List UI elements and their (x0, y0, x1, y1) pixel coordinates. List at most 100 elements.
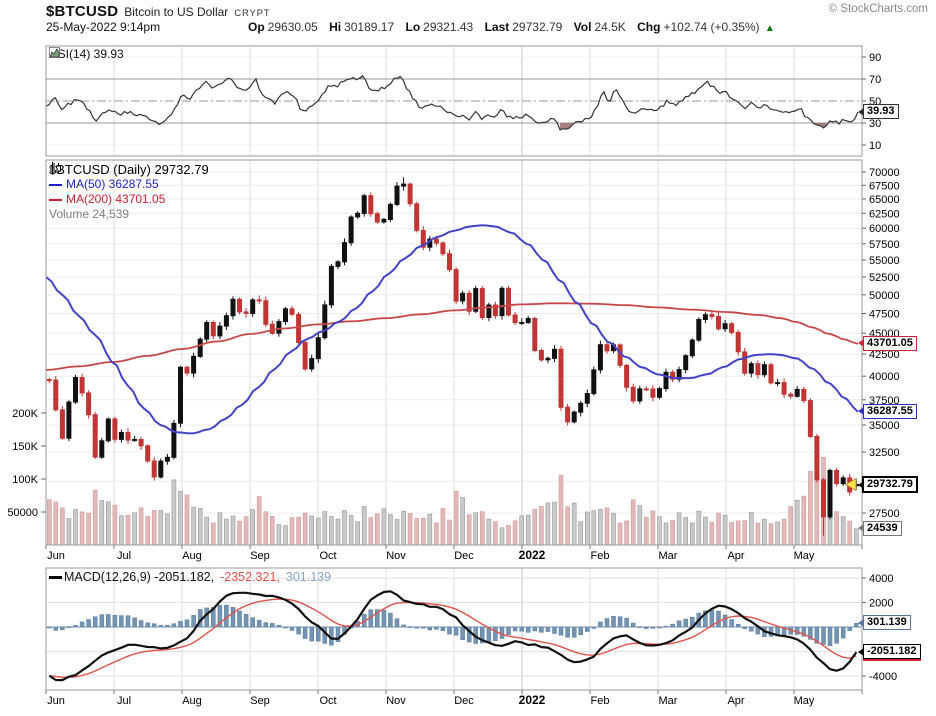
high-value: 30189.17 (344, 20, 395, 34)
macd-histogram-bar (230, 607, 236, 628)
price-tick-label: 55000 (869, 255, 900, 267)
candle-body (643, 388, 649, 391)
macd-tick-label: 4000 (869, 573, 893, 585)
volume-bar (460, 497, 465, 545)
macd-histogram-bar (512, 626, 518, 632)
candle-body (283, 308, 288, 323)
candle-body (460, 292, 466, 302)
badge-pointer-icon (858, 524, 864, 533)
candle-body (374, 213, 380, 223)
volume-tick-label: 100K (12, 474, 38, 486)
volume-bar (755, 522, 761, 545)
month-label-main: Sep (250, 550, 270, 562)
rsi-tick-label: 30 (869, 118, 881, 130)
volume-bar (794, 499, 800, 545)
month-label-main: Jun (47, 550, 65, 562)
macd-histogram-bar (519, 626, 524, 632)
candle-body (197, 338, 203, 357)
candle-body (834, 469, 840, 485)
candle-body (250, 299, 256, 314)
volume-bar (735, 520, 741, 545)
candle-body (722, 323, 728, 330)
candle-body (355, 212, 361, 218)
volume-bar (211, 522, 216, 545)
month-label-macd: Feb (591, 695, 610, 707)
price-tick-label: 65000 (869, 194, 900, 206)
candle-body (342, 242, 347, 263)
macd-legend-label: MACD(12,26,9) -2051.182, (64, 570, 215, 584)
candle-body (138, 439, 144, 447)
macd-series (46, 590, 862, 682)
candle-body (309, 358, 315, 370)
rsi-tick-label: 70 (869, 74, 881, 86)
candle-body (794, 388, 800, 397)
macd-histogram-bar (263, 622, 269, 628)
candle-body (171, 422, 177, 458)
volume-bar (591, 510, 597, 545)
badge-pointer-icon (858, 647, 864, 656)
ticker-symbol: $BTCUSD (46, 3, 119, 20)
copyright-label: © StockCharts.com (828, 3, 928, 15)
candle-body (565, 406, 571, 423)
volume-bar (243, 516, 249, 545)
quote-datetime: 25-May-2022 9:14pm (46, 20, 161, 34)
volume-bar (283, 525, 288, 545)
month-label-main: Apr (727, 550, 744, 562)
candle-body (210, 322, 216, 337)
ma200-line-icon (49, 198, 62, 201)
candle-body (827, 469, 833, 518)
candle-body (761, 364, 767, 376)
macd-histogram-bar (302, 626, 308, 639)
volume-bar (204, 516, 209, 545)
candle-body (361, 195, 367, 214)
macd-histogram-bar (394, 618, 400, 628)
volume-bar (191, 506, 196, 545)
macd-hist-legend-label: 301.139 (285, 570, 332, 584)
candle-body (118, 432, 124, 440)
volume-bar (361, 506, 367, 545)
candle-body (204, 322, 210, 340)
candle-body (788, 393, 794, 397)
macd-histogram-bar (506, 626, 511, 635)
volume-legend-label: Volume 24,539 (49, 207, 130, 221)
volume-bar (716, 512, 721, 545)
macd-histogram-bar (749, 626, 754, 632)
month-label-main: Oct (319, 550, 336, 562)
volume-bar (92, 489, 98, 545)
volume-bar (748, 512, 754, 545)
candle-body (433, 238, 439, 244)
candle-body (755, 363, 761, 376)
candle-body (473, 288, 479, 312)
last-price-marker (845, 477, 857, 492)
candle-body (735, 331, 741, 353)
axis-badge-43701.05: 43701.05 (858, 335, 917, 351)
candle-body (637, 388, 643, 402)
volume-bar (571, 502, 577, 545)
macd-histogram-bar (493, 626, 498, 642)
macd-histogram-bar (237, 610, 242, 628)
candle-body (663, 371, 669, 390)
volume-bars-icon (50, 163, 58, 173)
volume-bar (309, 515, 315, 545)
candle-body (545, 357, 551, 361)
macd-signal-legend-label: -2352.321, (220, 570, 280, 584)
price-tick-label: 47500 (869, 309, 900, 321)
candle-body (243, 311, 249, 314)
candle-body (256, 299, 262, 302)
change-up-arrow-icon: ▲ (764, 23, 775, 34)
candle-body (263, 300, 269, 325)
month-label-main: Nov (386, 550, 406, 562)
last-value: 29732.79 (512, 20, 563, 34)
volume-bar (584, 511, 590, 545)
volume-tick-label: 50000 (7, 507, 38, 519)
open-value: 29630.05 (267, 20, 318, 34)
macd-histogram-bar (571, 626, 577, 638)
rsi-tick-label: 10 (869, 140, 881, 152)
volume-bar (808, 471, 813, 545)
candle-body (447, 253, 452, 271)
price-legend-label: $BTCUSD (Daily) 29732.79 (49, 162, 209, 177)
macd-histogram-bar (565, 626, 570, 638)
volume-tick-label: 150K (12, 441, 38, 453)
